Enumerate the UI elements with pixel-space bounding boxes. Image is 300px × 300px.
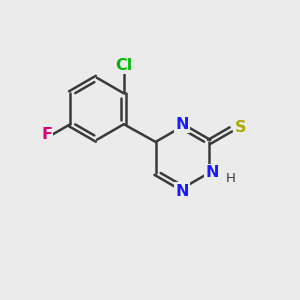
Text: F: F — [41, 127, 52, 142]
Text: Cl: Cl — [115, 58, 132, 73]
Text: N: N — [176, 184, 189, 199]
Text: H: H — [225, 172, 235, 184]
Text: N: N — [176, 117, 189, 132]
Text: S: S — [235, 120, 246, 135]
Text: N: N — [206, 165, 219, 180]
